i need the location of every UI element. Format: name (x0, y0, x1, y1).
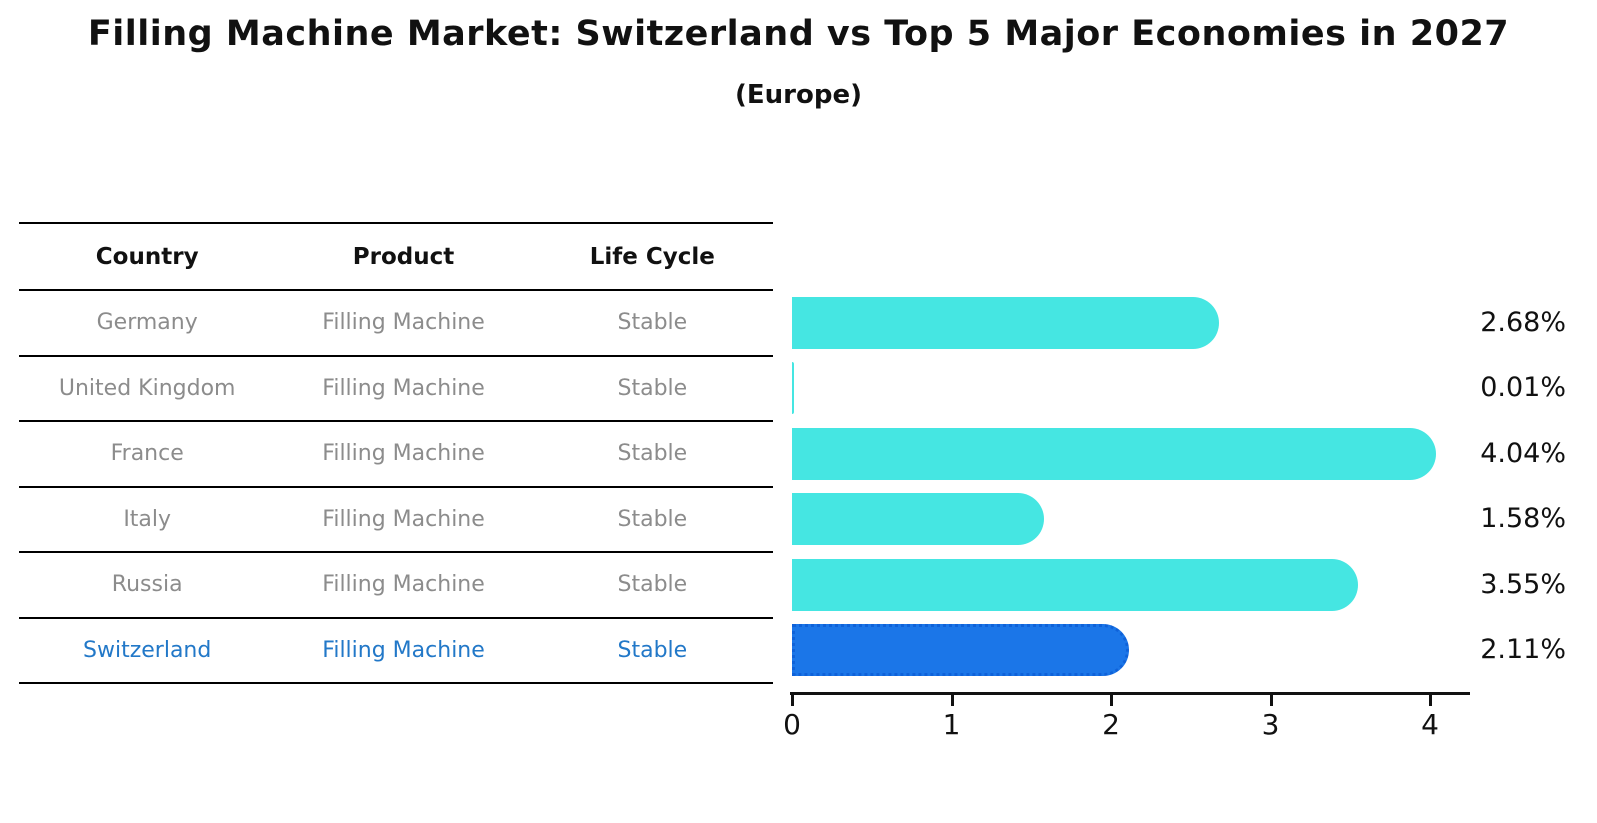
cell-country: Switzerland (83, 637, 212, 663)
cell-country: Russia (111, 572, 183, 598)
x-axis-tick-label: 1 (942, 708, 961, 741)
cell-country: France (110, 441, 184, 467)
market-share-bar-switzerland (792, 624, 1129, 677)
value-label: 2.68% (1480, 306, 1566, 338)
table-row-italy: Italy Filling Machine Stable (19, 488, 773, 553)
cell-lifecycle: Stable (617, 375, 688, 401)
table-row-france: France Filling Machine Stable (19, 422, 773, 488)
page-subtitle: (Europe) (735, 80, 862, 110)
cell-lifecycle: Stable (617, 506, 688, 532)
market-share-bar-russia (792, 558, 1358, 611)
country-data-table: Country Product Life Cycle Germany Filli… (19, 222, 773, 684)
x-axis-tick (950, 695, 954, 706)
cell-lifecycle: Stable (617, 637, 688, 663)
value-label: 4.04% (1480, 437, 1566, 469)
cell-product: Filling Machine (322, 441, 485, 467)
value-label: 0.01% (1480, 372, 1566, 404)
cell-product: Filling Machine (322, 310, 485, 336)
table-row-germany: Germany Filling Machine Stable (19, 291, 773, 357)
table-header-country: Country (95, 243, 199, 270)
x-axis-tick-label: 3 (1261, 708, 1280, 741)
x-axis-tick-label: 0 (783, 708, 801, 741)
market-share-bar-united-kingdom (792, 362, 794, 415)
x-axis-tick (1429, 695, 1432, 706)
cell-product: Filling Machine (322, 375, 485, 401)
cell-product: Filling Machine (322, 572, 485, 598)
x-axis-tick (791, 695, 794, 706)
table-header-lifecycle: Life Cycle (589, 243, 715, 270)
market-share-bar-france (792, 427, 1436, 480)
cell-country: United Kingdom (58, 375, 236, 401)
cell-lifecycle: Stable (617, 441, 688, 467)
cell-lifecycle: Stable (617, 310, 688, 336)
x-axis-line (790, 692, 1470, 695)
table-header-row: Country Product Life Cycle (19, 224, 773, 291)
table-row-united-kingdom: United Kingdom Filling Machine Stable (19, 357, 773, 422)
value-label: 2.11% (1480, 634, 1566, 666)
x-axis-tick-label: 4 (1421, 708, 1439, 741)
x-axis-tick (1110, 695, 1113, 706)
cell-country: Italy (123, 506, 172, 532)
cell-product: Filling Machine (322, 506, 485, 532)
x-axis-tick-label: 2 (1102, 708, 1120, 741)
cell-product: Filling Machine (322, 637, 485, 663)
table-header-product: Product (352, 243, 455, 270)
value-label: 3.55% (1480, 568, 1566, 600)
cell-country: Germany (96, 310, 198, 336)
table-row-switzerland: Switzerland Filling Machine Stable (19, 619, 773, 684)
market-share-bar-italy (792, 493, 1044, 546)
cell-lifecycle: Stable (617, 572, 688, 598)
table-row-russia: Russia Filling Machine Stable (19, 553, 773, 619)
page-title: Filling Machine Market: Switzerland vs T… (87, 14, 1510, 54)
market-share-bar-germany (792, 296, 1219, 349)
x-axis-tick (1269, 695, 1273, 706)
value-label: 1.58% (1480, 503, 1566, 535)
